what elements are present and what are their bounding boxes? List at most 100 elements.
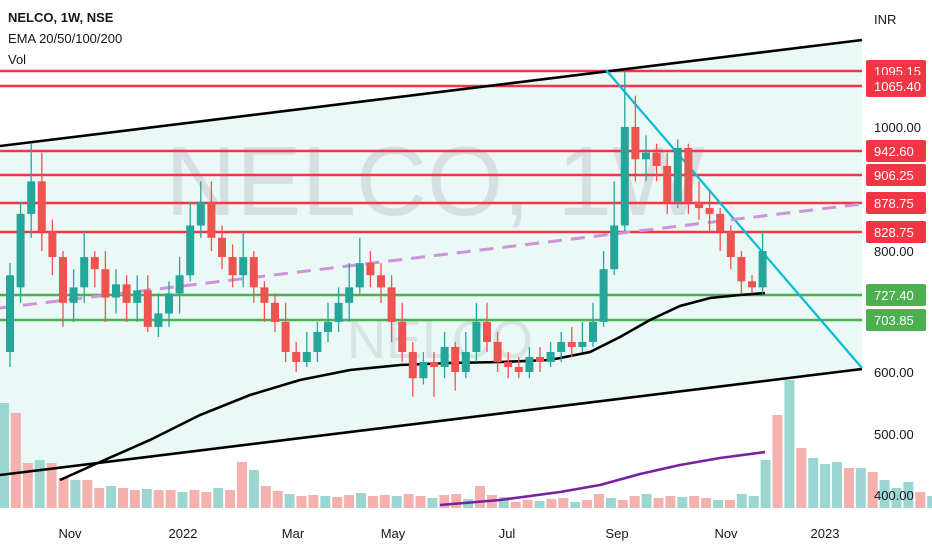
candle-body[interactable] xyxy=(536,356,544,362)
candle-body[interactable] xyxy=(239,257,248,276)
volume-bar xyxy=(927,496,932,508)
candle-body[interactable] xyxy=(27,181,36,214)
candle-body[interactable] xyxy=(504,361,513,367)
candle-body[interactable] xyxy=(525,356,534,372)
volume-bar xyxy=(641,494,652,508)
candle-body[interactable] xyxy=(631,127,640,160)
candle-body[interactable] xyxy=(430,361,438,367)
candle-body[interactable] xyxy=(355,263,364,288)
candle-body[interactable] xyxy=(705,208,714,214)
volume-bar xyxy=(701,498,712,508)
candle-body[interactable] xyxy=(249,257,258,288)
candle-body[interactable] xyxy=(112,284,120,298)
candle-body[interactable] xyxy=(493,341,502,362)
x-axis-tick-label: Mar xyxy=(282,526,305,541)
candle-body[interactable] xyxy=(726,231,735,258)
candle-body[interactable] xyxy=(154,313,163,327)
candle-body[interactable] xyxy=(218,237,226,258)
volume-bar xyxy=(403,494,414,508)
resistance-tag xyxy=(866,164,926,186)
candle-body[interactable] xyxy=(6,275,14,352)
candle-body[interactable] xyxy=(334,302,343,322)
candle-body[interactable] xyxy=(758,251,767,288)
candle-body[interactable] xyxy=(652,152,661,166)
candle-body[interactable] xyxy=(281,321,290,352)
candle-body[interactable] xyxy=(440,346,449,367)
candle-body[interactable] xyxy=(589,321,597,342)
candle-body[interactable] xyxy=(345,287,354,303)
candle-body[interactable] xyxy=(186,225,195,276)
volume-bar xyxy=(832,462,842,508)
candle-body[interactable] xyxy=(557,341,566,352)
x-axis-tick-label: 2022 xyxy=(169,526,198,541)
candle-body[interactable] xyxy=(69,287,78,303)
candle-body[interactable] xyxy=(695,201,703,209)
candle-body[interactable] xyxy=(737,257,746,282)
candle-body[interactable] xyxy=(567,341,576,347)
volume-bar xyxy=(177,492,188,508)
volume-bar xyxy=(296,496,307,508)
candle-body[interactable] xyxy=(207,201,216,238)
candle-body[interactable] xyxy=(292,351,301,362)
candle-body[interactable] xyxy=(408,351,417,379)
candle-body[interactable] xyxy=(514,366,523,372)
volume-indicator-label[interactable]: Vol xyxy=(8,52,27,67)
candle-body[interactable] xyxy=(313,331,322,352)
volume-bar xyxy=(0,403,9,508)
candle-body[interactable] xyxy=(663,165,672,202)
candle-body[interactable] xyxy=(620,127,629,226)
volume-bar xyxy=(213,488,224,508)
candle-body[interactable] xyxy=(101,269,110,298)
candle-body[interactable] xyxy=(122,284,131,303)
candle-body[interactable] xyxy=(260,287,269,303)
candle-body[interactable] xyxy=(196,201,205,226)
channel-upper-line[interactable] xyxy=(0,38,863,148)
candle-body[interactable] xyxy=(143,290,152,327)
volume-ma-line xyxy=(439,450,766,507)
channel-lower-line[interactable] xyxy=(0,367,863,477)
candle-body[interactable] xyxy=(610,225,619,270)
candle-body[interactable] xyxy=(165,293,173,314)
candle-body[interactable] xyxy=(387,287,396,322)
candle-body[interactable] xyxy=(133,290,142,303)
volume-bar xyxy=(594,494,604,508)
candle-body[interactable] xyxy=(642,152,650,160)
volume-bar xyxy=(344,495,355,508)
support-tag xyxy=(866,309,926,331)
volume-bar xyxy=(141,489,152,508)
candle-body[interactable] xyxy=(673,147,682,202)
candle-body[interactable] xyxy=(302,351,311,362)
candle-body[interactable] xyxy=(472,321,481,352)
candle-body[interactable] xyxy=(80,257,89,288)
candle-body[interactable] xyxy=(377,275,385,288)
y-axis-tick-label: 1000.00 xyxy=(874,120,921,135)
volume-bar xyxy=(58,478,69,508)
candle-body[interactable] xyxy=(748,281,756,288)
candle-body[interactable] xyxy=(461,351,470,372)
candle-body[interactable] xyxy=(59,257,67,303)
candle-body[interactable] xyxy=(716,213,725,232)
candle-body[interactable] xyxy=(546,351,555,362)
candle-body[interactable] xyxy=(37,181,46,232)
symbol-title[interactable]: NELCO, 1W, NSE xyxy=(8,10,114,25)
ema-indicator-label[interactable]: EMA 20/50/100/200 xyxy=(8,31,123,46)
candle-body[interactable] xyxy=(324,321,332,332)
candle-body[interactable] xyxy=(419,361,428,379)
candle-body[interactable] xyxy=(684,147,693,202)
candle-body[interactable] xyxy=(175,275,184,294)
ema-black-line[interactable] xyxy=(59,291,766,482)
candle-body[interactable] xyxy=(599,269,608,322)
candle-body[interactable] xyxy=(578,341,587,347)
volume-bar xyxy=(808,458,819,508)
candle-body[interactable] xyxy=(271,302,279,322)
candle-body[interactable] xyxy=(451,346,460,372)
candle-body[interactable] xyxy=(90,257,99,270)
candle-body[interactable] xyxy=(228,257,237,276)
candle-body[interactable] xyxy=(398,321,407,352)
candle-body[interactable] xyxy=(366,263,375,276)
candle-body[interactable] xyxy=(16,213,25,288)
volume-bar xyxy=(106,486,117,508)
candle-body[interactable] xyxy=(483,321,491,342)
candle-body[interactable] xyxy=(48,231,57,258)
